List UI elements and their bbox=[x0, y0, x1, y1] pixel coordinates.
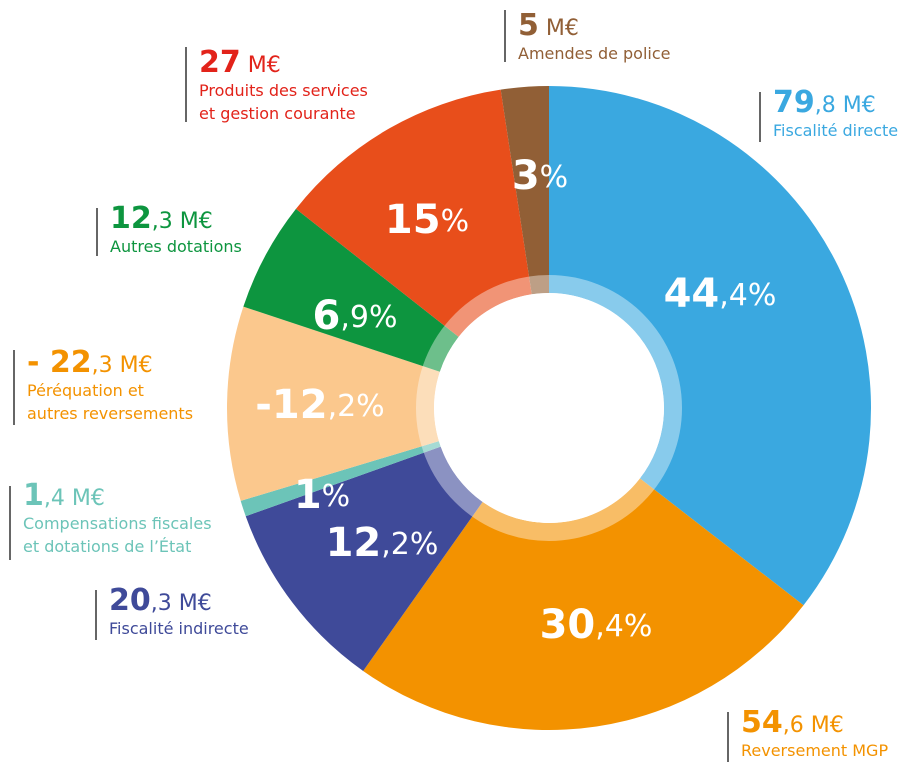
category-label: Péréquation et autres reversements bbox=[27, 381, 193, 423]
category-label: Reversement MGP bbox=[741, 741, 888, 760]
inner-ring bbox=[416, 275, 682, 541]
slice bbox=[500, 86, 549, 295]
category-label: Amendes de police bbox=[518, 44, 671, 63]
category-label: Fiscalité indirecte bbox=[109, 619, 249, 638]
percent-label: -12,2% bbox=[255, 382, 384, 428]
percent-label: 12,2% bbox=[326, 520, 439, 566]
amount-label: 20,3 M€ bbox=[109, 583, 212, 618]
percent-label: 44,4% bbox=[664, 271, 777, 317]
percent-label: 30,4% bbox=[540, 602, 653, 648]
percent-label: 1% bbox=[294, 472, 350, 518]
percent-label: 6,9% bbox=[313, 293, 398, 339]
amount-label: - 22,3 M€ bbox=[27, 345, 153, 380]
slice bbox=[549, 86, 871, 606]
category-label: Produits des services et gestion courante bbox=[199, 81, 368, 123]
slice bbox=[240, 441, 441, 517]
slice bbox=[243, 208, 459, 372]
amount-label: 79,8 M€ bbox=[773, 85, 876, 120]
category-label: Autres dotations bbox=[110, 237, 242, 256]
category-label: Fiscalité directe bbox=[773, 121, 898, 140]
slice bbox=[226, 306, 440, 501]
slice bbox=[245, 446, 483, 671]
slice bbox=[295, 89, 532, 337]
amount-label: 54,6 M€ bbox=[741, 705, 844, 740]
slice bbox=[363, 478, 804, 731]
amount-label: 5 M€ bbox=[518, 8, 579, 43]
amount-label: 12,3 M€ bbox=[110, 201, 213, 236]
category-label: Compensations fiscales et dotations de l’… bbox=[23, 514, 212, 556]
hole bbox=[434, 293, 664, 523]
percent-label: 3% bbox=[512, 153, 568, 199]
amount-label: 27 M€ bbox=[199, 45, 281, 80]
amount-label: 1,4 M€ bbox=[23, 478, 105, 513]
percent-label: 15% bbox=[385, 197, 469, 243]
